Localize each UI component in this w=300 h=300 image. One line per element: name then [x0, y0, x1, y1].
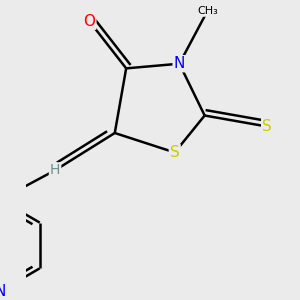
- Text: H: H: [50, 163, 60, 177]
- Text: O: O: [83, 14, 95, 29]
- Text: N: N: [0, 284, 6, 299]
- Text: CH₃: CH₃: [197, 6, 218, 16]
- Text: N: N: [174, 56, 185, 71]
- Text: S: S: [170, 145, 180, 160]
- Text: S: S: [262, 119, 272, 134]
